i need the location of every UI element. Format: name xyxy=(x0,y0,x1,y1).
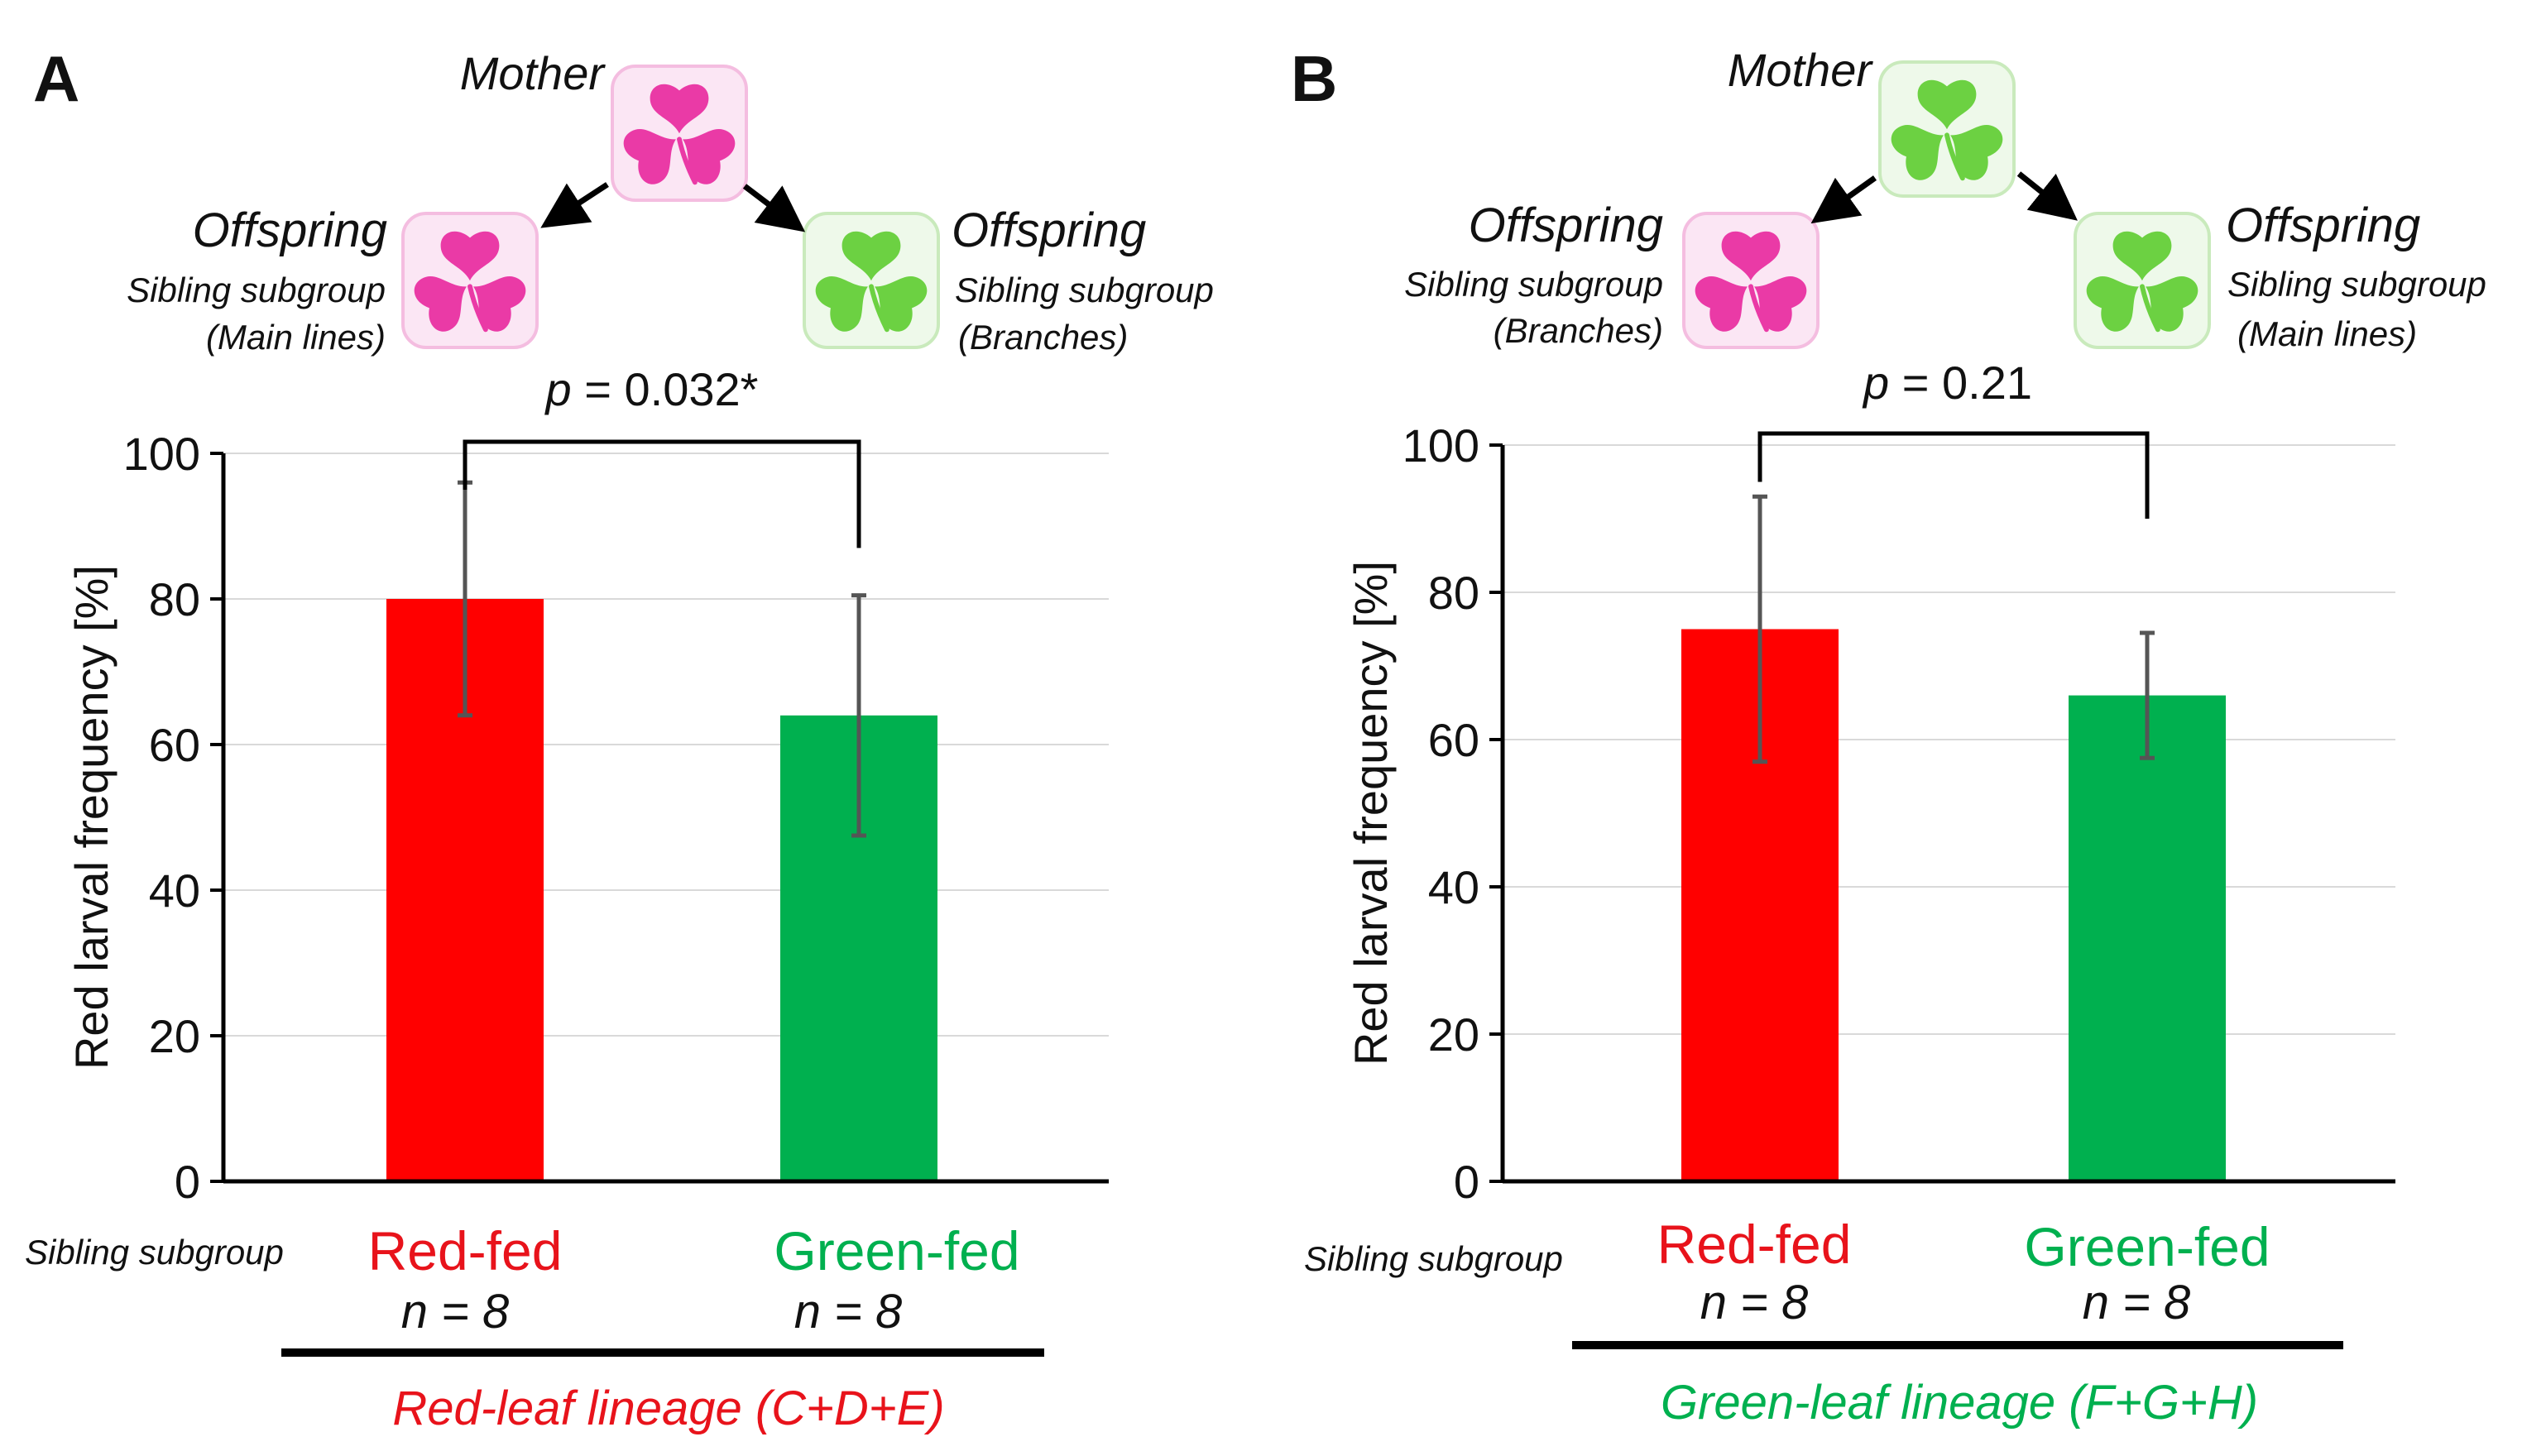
y-tick-label: 20 xyxy=(1428,1008,1479,1061)
left-offspring-clover-icon xyxy=(1682,212,1820,349)
y-tick-label: 100 xyxy=(1402,419,1479,472)
y-tick-label: 80 xyxy=(1428,567,1479,619)
bar-green-fed xyxy=(2069,695,2226,1181)
left-offspring-line1: Sibling subgroup xyxy=(127,271,386,309)
n-label-red-fed: n = 8 xyxy=(1700,1276,1809,1329)
sibling-subgroup-label: Sibling subgroup xyxy=(1304,1239,1563,1278)
n-label-green-fed: n = 8 xyxy=(2083,1276,2191,1329)
bar-chart-b: 0 20 40 60 80 100 Red larval frequency [%] xyxy=(1345,419,2395,1208)
mother-label: Mother xyxy=(1728,44,1874,96)
category-label-red-fed: Red-fed xyxy=(1657,1214,1852,1275)
p-value-label: p = 0.032* xyxy=(544,363,759,415)
n-label-green-fed: n = 8 xyxy=(794,1285,903,1339)
bar-chart-a: 0 20 40 60 80 100 Red larval frequency [%] xyxy=(65,428,1109,1208)
y-axis-label: Red larval frequency [%] xyxy=(65,565,117,1070)
y-axis-label: Red larval frequency [%] xyxy=(1345,561,1397,1066)
right-offspring-clover-icon xyxy=(2074,212,2211,349)
lineage-diagram: Mother Offspring Sibling subgroup (Main … xyxy=(127,47,1214,357)
y-tick-label: 0 xyxy=(175,1156,200,1208)
arrow-right xyxy=(2016,171,2078,221)
left-offspring-line2: (Main lines) xyxy=(206,318,386,357)
panel-b: B Mother Offspring Sibling subgroup (Bra… xyxy=(1291,42,2486,1430)
y-tick-label: 40 xyxy=(1428,861,1479,913)
mother-clover-icon xyxy=(611,65,748,202)
right-offspring-line2: (Branches) xyxy=(958,318,1128,357)
arrow-right xyxy=(742,184,806,232)
y-tick-label: 40 xyxy=(149,864,200,917)
panel-label: A xyxy=(33,42,79,115)
right-offspring-line2: (Main lines) xyxy=(2237,314,2417,353)
y-tick-label: 60 xyxy=(1428,714,1479,766)
right-offspring-title: Offspring xyxy=(2226,199,2420,252)
significance-bracket xyxy=(463,439,861,548)
y-tick-label: 80 xyxy=(149,573,200,625)
arrow-left xyxy=(540,182,609,228)
lineage-label: Green-leaf lineage (F+G+H) xyxy=(1661,1376,2258,1430)
y-tick-label: 100 xyxy=(123,428,200,480)
sibling-subgroup-label: Sibling subgroup xyxy=(25,1233,284,1272)
y-tick-label: 20 xyxy=(149,1010,200,1062)
panel-label: B xyxy=(1291,42,1337,115)
right-offspring-line1: Sibling subgroup xyxy=(955,271,1214,309)
y-tick-label: 60 xyxy=(149,719,200,771)
left-offspring-line1: Sibling subgroup xyxy=(1404,265,1663,304)
right-offspring-clover-icon xyxy=(803,212,940,349)
mother-clover-icon xyxy=(1878,60,2016,198)
n-label-red-fed: n = 8 xyxy=(401,1285,510,1339)
panel-a: A Mother Offspring Sibling subgroup (Mai… xyxy=(25,42,1214,1435)
category-label-green-fed: Green-fed xyxy=(774,1220,1019,1281)
significance-bracket xyxy=(1757,431,2150,519)
arrow-left xyxy=(1810,175,1877,224)
category-label-red-fed: Red-fed xyxy=(368,1220,563,1281)
y-tick-label: 0 xyxy=(1454,1156,1479,1208)
left-offspring-line2: (Branches) xyxy=(1494,311,1663,350)
left-offspring-clover-icon xyxy=(401,212,539,349)
category-label-green-fed: Green-fed xyxy=(2024,1216,2270,1277)
lineage-diagram: Mother Offspring Sibling subgroup (Branc… xyxy=(1404,44,2486,353)
p-value-label: p = 0.21 xyxy=(1862,357,2032,409)
right-offspring-line1: Sibling subgroup xyxy=(2227,265,2486,304)
right-offspring-title: Offspring xyxy=(952,204,1146,257)
mother-label: Mother xyxy=(460,47,607,99)
lineage-label: Red-leaf lineage (C+D+E) xyxy=(392,1382,944,1435)
left-offspring-title: Offspring xyxy=(193,204,387,257)
left-offspring-title: Offspring xyxy=(1469,199,1663,252)
